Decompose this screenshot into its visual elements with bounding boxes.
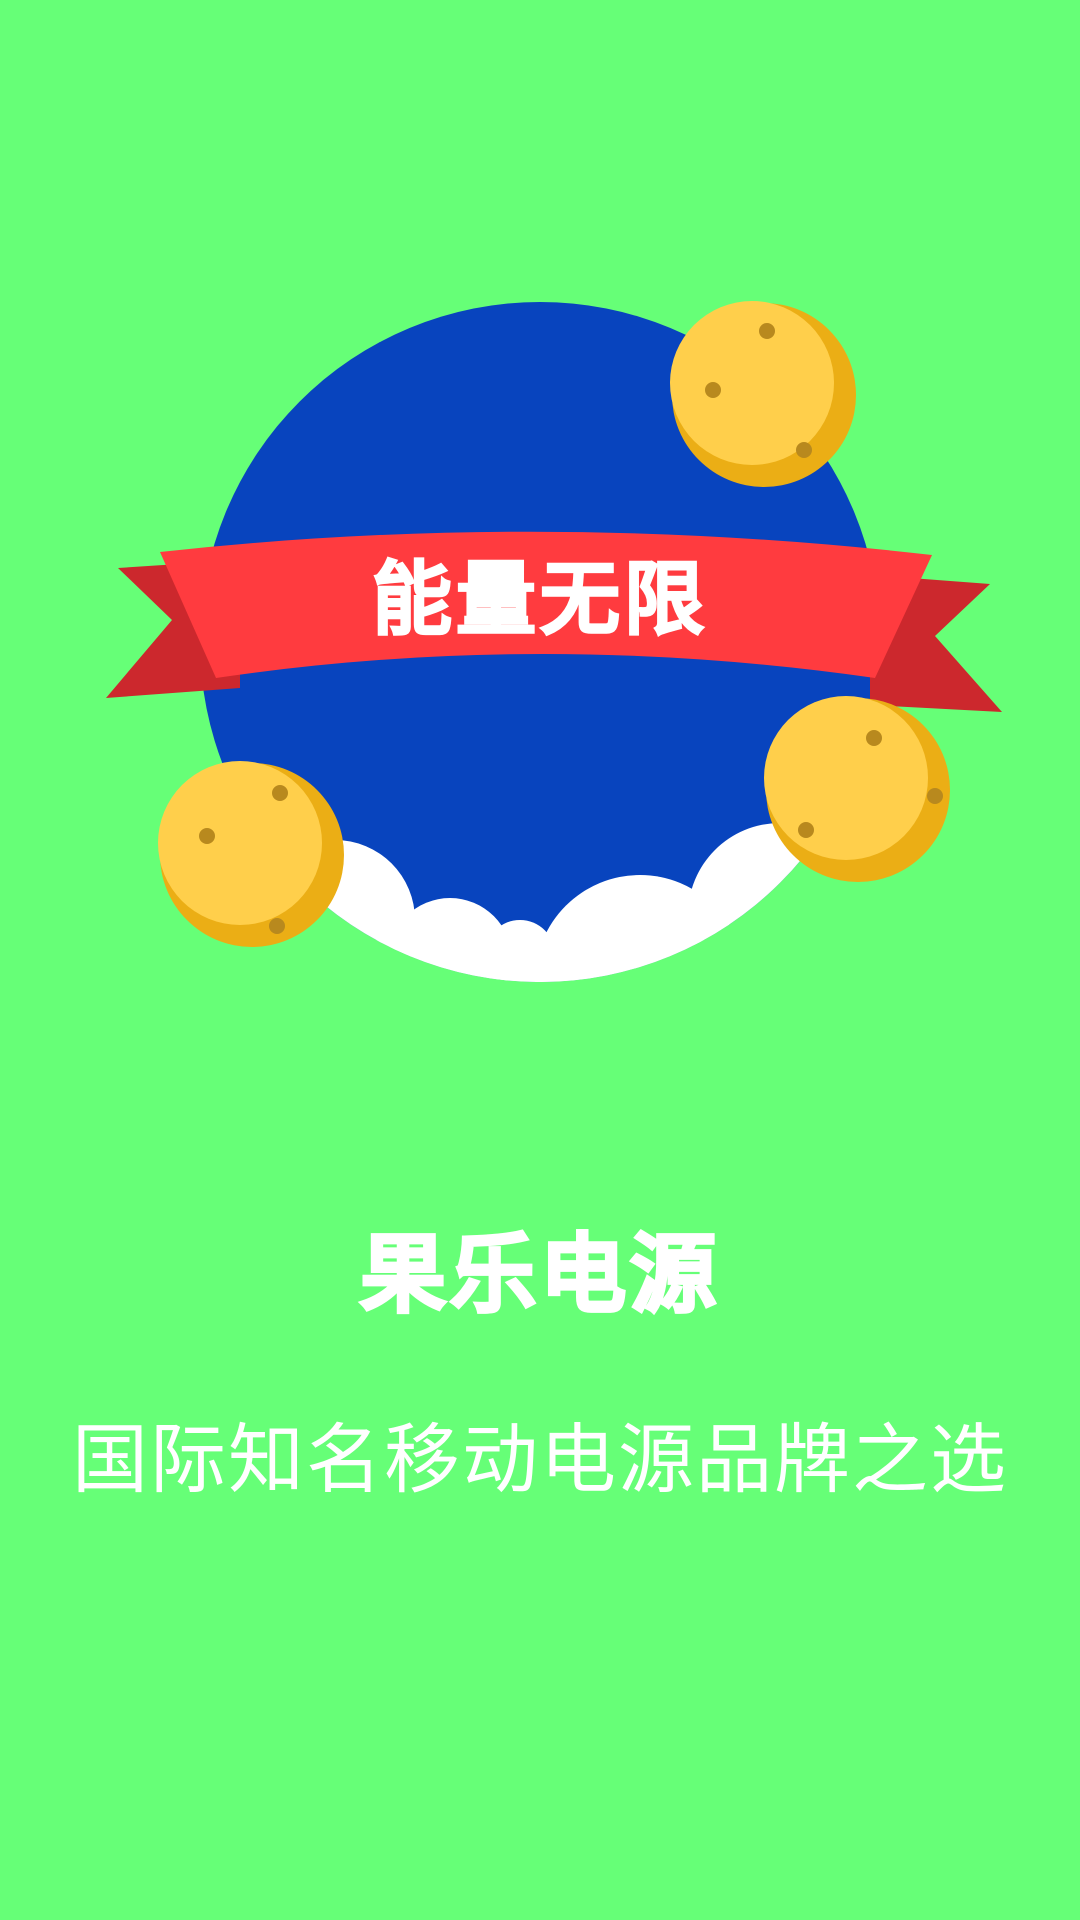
brand-title: 果乐电源 [359, 1224, 720, 1327]
ribbon-banner [160, 531, 932, 678]
splash-illustration: 能量无限 [106, 301, 1002, 982]
banner-text: 能量无限 [372, 553, 708, 646]
brand-tagline: 国际知名移动电源品牌之选 [72, 1415, 1008, 1504]
orange-ball-icon [670, 301, 856, 487]
orange-ball-icon [158, 761, 344, 947]
orange-ball-icon [764, 696, 950, 882]
